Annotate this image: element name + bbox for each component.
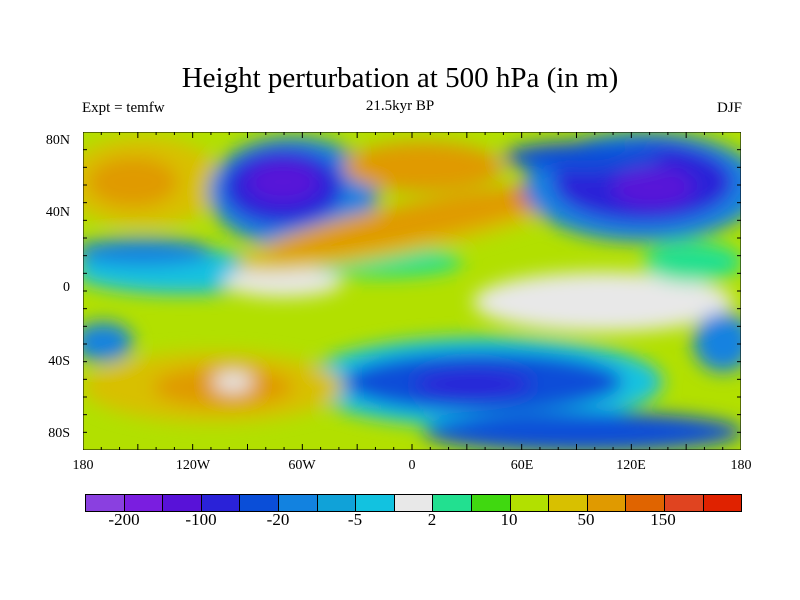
colorbar-swatch bbox=[201, 495, 241, 511]
colorbar-swatch bbox=[549, 495, 588, 511]
colorbar-swatch bbox=[240, 495, 279, 511]
lat-label: 0 bbox=[63, 280, 70, 295]
lon-label: 60E bbox=[510, 458, 534, 473]
colorbar-swatch bbox=[664, 495, 704, 511]
colorbar-label: -100 bbox=[185, 510, 217, 529]
colorbar-label: 2 bbox=[427, 510, 437, 529]
lat-label: 80S bbox=[48, 426, 70, 441]
colorbar-swatch bbox=[510, 495, 550, 511]
lon-label: 120W bbox=[175, 458, 211, 473]
lon-label: 0 bbox=[408, 458, 416, 473]
contour-map bbox=[83, 132, 741, 450]
colorbar-swatch bbox=[471, 495, 511, 511]
experiment-label: Expt = temfw bbox=[82, 100, 165, 116]
colorbar-label: -20 bbox=[266, 510, 290, 529]
colorbar-label: -5 bbox=[347, 510, 363, 529]
colorbar-label: 10 bbox=[500, 510, 518, 529]
lat-label: 80N bbox=[45, 133, 70, 148]
lon-label: 180 bbox=[730, 458, 752, 473]
colorbar-swatch bbox=[587, 495, 627, 511]
colorbar-swatch bbox=[86, 495, 125, 511]
colorbar-label: 50 bbox=[577, 510, 595, 529]
colorbar-swatch bbox=[703, 495, 742, 511]
colorbar-swatch bbox=[356, 495, 395, 511]
colorbar-swatch bbox=[394, 495, 434, 511]
colorbar-swatch bbox=[626, 495, 665, 511]
colorbar-swatch bbox=[278, 495, 318, 511]
colorbar-swatch bbox=[124, 495, 164, 511]
lat-label: 40S bbox=[48, 354, 70, 369]
lon-label: 60W bbox=[288, 458, 316, 473]
colorbar-swatch bbox=[433, 495, 472, 511]
plot-title: Height perturbation at 500 hPa (in m) bbox=[181, 62, 619, 94]
colorbar-label: -200 bbox=[108, 510, 140, 529]
colorbar-swatch bbox=[317, 495, 357, 511]
graticule-ticks bbox=[83, 132, 741, 450]
season-label: DJF bbox=[716, 100, 742, 116]
lon-label: 180 bbox=[72, 458, 94, 473]
colorbar-label: 150 bbox=[650, 510, 676, 529]
colorbar bbox=[85, 494, 742, 512]
colorbar-swatch bbox=[163, 495, 202, 511]
lon-label: 120E bbox=[616, 458, 646, 473]
lat-label: 40N bbox=[45, 205, 70, 220]
time-label: 21.5kyr BP bbox=[365, 98, 435, 114]
